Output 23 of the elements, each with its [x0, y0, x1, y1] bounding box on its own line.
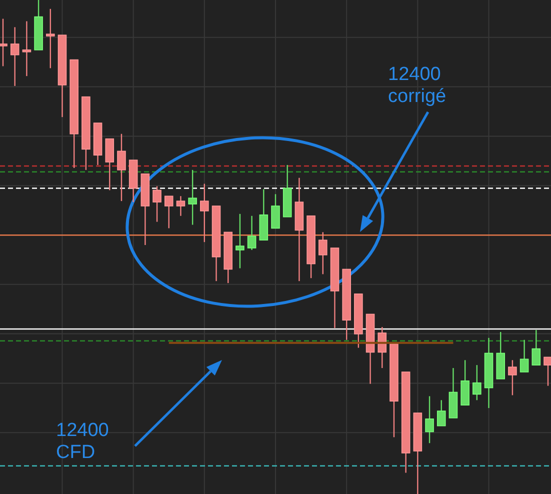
candlestick [152, 186, 162, 222]
candlestick [22, 20, 32, 77]
candlestick [425, 396, 434, 444]
candlestick [164, 196, 174, 229]
candlestick [436, 400, 446, 426]
candlestick [10, 26, 20, 87]
candlestick [378, 326, 387, 369]
candlestick [318, 232, 328, 275]
candlestick [532, 329, 541, 366]
annotation: 12400 corrigé [388, 64, 446, 107]
candlestick [46, 8, 55, 69]
candlestick [508, 360, 517, 396]
candlestick [188, 169, 197, 226]
candlestick [117, 133, 126, 202]
candlestick [176, 196, 186, 216]
candlestick [247, 215, 256, 251]
candlestick [472, 364, 482, 401]
candlestick [105, 138, 114, 191]
candlestick [200, 183, 209, 243]
candlestick [271, 194, 280, 229]
candlestick [236, 213, 244, 269]
candlestick [520, 339, 529, 373]
annotation: 12400 CFD [56, 420, 109, 463]
